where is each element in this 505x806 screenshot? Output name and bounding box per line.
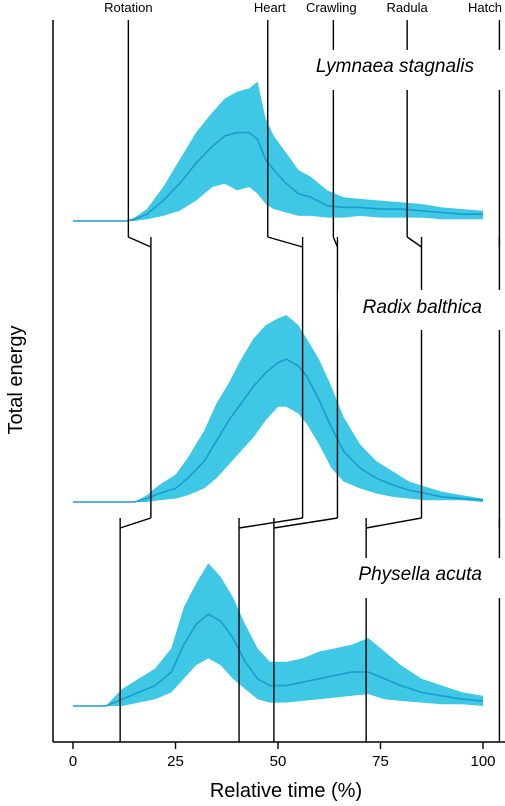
event-connector-crawling (273, 517, 338, 529)
event-connector-radula (366, 517, 422, 529)
mean-line-physella-acuta (73, 613, 484, 707)
event-connector-rotation (119, 517, 152, 529)
species-label-radix-balthica: Radix balthica (363, 297, 482, 318)
event-label-heart: Heart (254, 0, 286, 15)
event-label-rotation: Rotation (104, 0, 152, 15)
event-connector-heart (238, 517, 303, 529)
species-label-bg (338, 290, 503, 330)
band-lymnaea-stagnalis (73, 81, 483, 221)
band-physella-acuta (73, 563, 483, 706)
x-tick-label: 100 (470, 753, 495, 770)
series-bands (73, 81, 484, 707)
event-label-radula: Radula (387, 0, 429, 15)
axes (52, 20, 505, 743)
event-connector-rotation (128, 236, 152, 248)
species-label-lymnaea-stagnalis: Lymnaea stagnalis (316, 56, 475, 77)
mean-line-lymnaea-stagnalis (73, 131, 483, 222)
species-label-bg (327, 50, 503, 90)
event-connector-radula (406, 236, 422, 248)
y-axis-title: Total energy (5, 326, 27, 435)
band-radix-balthica (73, 315, 483, 502)
x-axis-title: Relative time (%) (210, 780, 362, 802)
event-label-crawling: Crawling (306, 0, 357, 15)
event-label-hatch: Hatch (468, 0, 502, 15)
x-tick-label: 0 (69, 753, 77, 770)
x-tick-label: 50 (270, 753, 287, 770)
mean-line-radix-balthica (73, 358, 484, 503)
event-connector-heart (267, 236, 303, 248)
labels: Total energy Relative time (%) Lymnaea s… (5, 0, 503, 802)
species-label-physella-acuta: Physella acuta (358, 564, 482, 585)
x-tick-label: 75 (372, 753, 389, 770)
x-tick-label: 25 (167, 753, 184, 770)
species-label-bg (345, 558, 503, 598)
x-ticks: 0 25 50 75 100 (69, 742, 496, 770)
